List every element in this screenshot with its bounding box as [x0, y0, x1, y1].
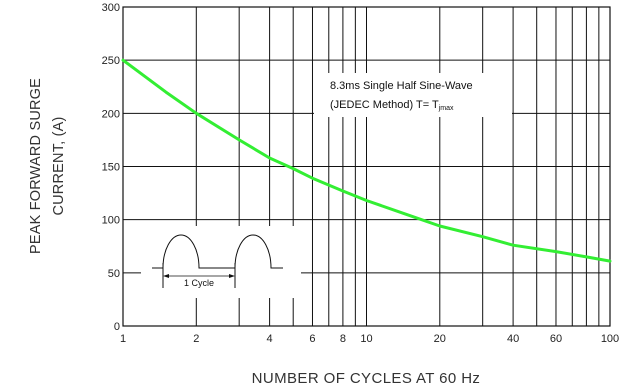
annotation-line2-main: (JEDEC Method) T= T — [330, 99, 439, 111]
x-tick-label: 20 — [434, 333, 446, 345]
cycle-arrow-left — [163, 274, 169, 278]
annotation-line2-subscript: jmax — [438, 105, 454, 112]
annotation-line1: 8.3ms Single Half Sine-Wave — [330, 80, 473, 92]
y-tick-label: 150 — [102, 162, 120, 174]
half-sine-wave — [152, 234, 283, 269]
y-axis-label-line1: PEAK FORWARD SURGE — [28, 78, 44, 254]
x-tick-label: 8 — [340, 333, 346, 345]
grid-layer — [123, 7, 610, 326]
y-tick-label: 100 — [102, 215, 120, 227]
x-tick-label: 6 — [309, 333, 315, 345]
cycle-arrow-right — [229, 274, 235, 278]
x-tick-label: 100 — [601, 333, 619, 345]
series-layer — [121, 58, 612, 263]
tick-labels: 0 50 100 150 200 250 300 1 2 4 6 8 10 20 40 60 100 — [102, 2, 620, 345]
x-tick-label: 4 — [267, 333, 273, 345]
annotation-line2: (JEDEC Method) T= Tjmax — [330, 99, 454, 112]
y-axis-label-line2: CURRENT, (A) — [51, 116, 67, 215]
annotation-box: 8.3ms Single Half Sine-Wave (JEDEC Metho… — [314, 73, 512, 117]
x-tick-label: 60 — [550, 333, 562, 345]
x-axis-label: NUMBER OF CYCLES AT 60 Hz — [252, 370, 481, 387]
x-tick-label: 10 — [360, 333, 372, 345]
y-tick-label: 250 — [102, 55, 120, 67]
cycle-inset: 1 Cycle — [141, 226, 301, 298]
y-tick-label: 50 — [108, 268, 120, 280]
y-tick-label: 200 — [102, 108, 120, 120]
x-tick-label: 2 — [193, 333, 199, 345]
y-tick-label: 0 — [114, 321, 120, 333]
x-tick-label: 1 — [120, 333, 126, 345]
plot-frame — [122, 6, 611, 327]
cycle-label: 1 Cycle — [184, 278, 214, 288]
series-line-0 — [121, 58, 612, 263]
x-tick-label: 40 — [507, 333, 519, 345]
y-tick-label: 300 — [102, 2, 120, 14]
